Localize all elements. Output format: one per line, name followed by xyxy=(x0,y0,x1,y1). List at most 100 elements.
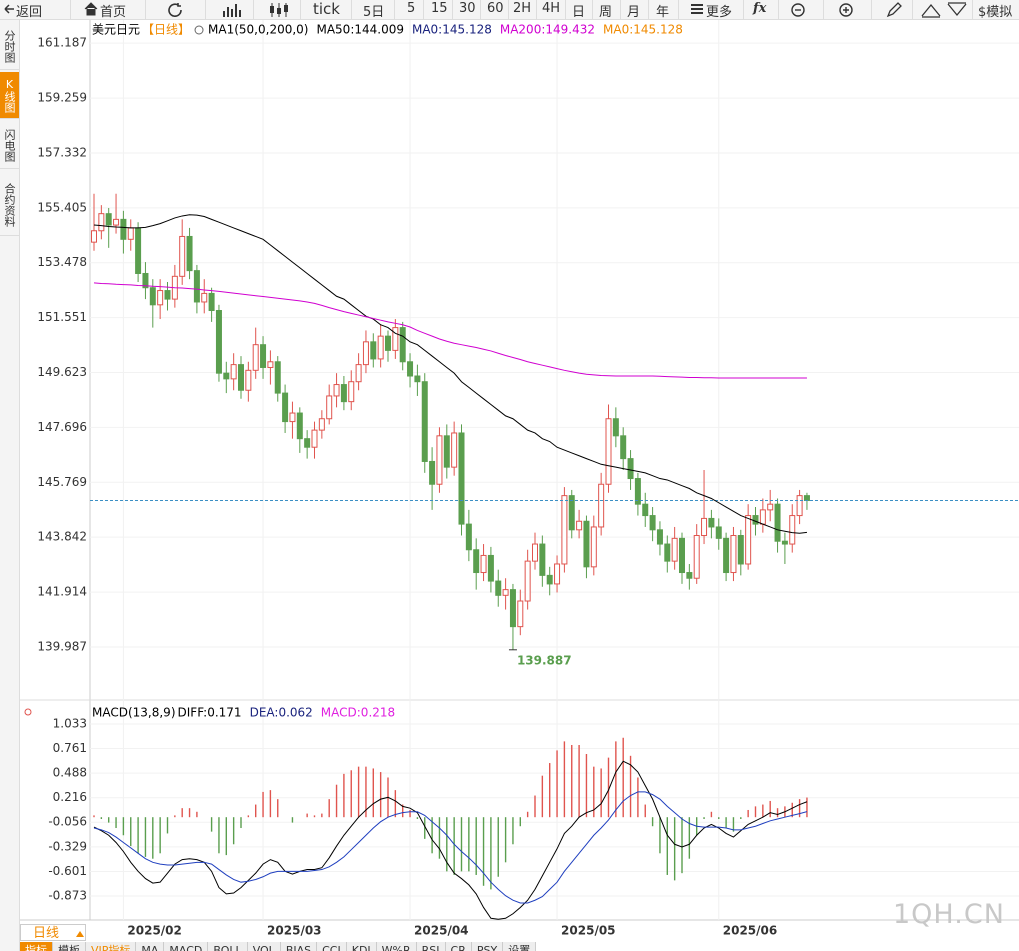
candle-body xyxy=(656,529,663,545)
bottom-tab[interactable]: CCI xyxy=(317,942,347,951)
candle-body xyxy=(693,535,700,579)
candle-body xyxy=(333,384,340,397)
simulate-button[interactable]: $模拟 xyxy=(978,5,1013,20)
home-button[interactable]: 首页 xyxy=(100,5,127,20)
y-tick-label: 149.623 xyxy=(37,365,87,379)
bar-chart-icon[interactable] xyxy=(222,2,242,18)
chart-title: MACD(13,8,9) xyxy=(92,706,176,720)
period-button[interactable]: 5 xyxy=(407,1,416,16)
y-tick-label: 153.478 xyxy=(37,255,87,269)
candle-body xyxy=(164,290,171,300)
chart-title: 美元日元 xyxy=(92,23,140,37)
y-tick-label: 155.405 xyxy=(37,200,87,214)
zoom-in-icon[interactable] xyxy=(838,2,856,18)
bottom-tab[interactable]: BIAS xyxy=(280,942,318,951)
candle-body xyxy=(304,438,311,448)
refresh-icon[interactable] xyxy=(167,2,185,18)
candle-body xyxy=(179,235,186,277)
setting-icon xyxy=(194,25,204,35)
y-tick-label: -0.601 xyxy=(48,864,87,878)
period-button[interactable]: 月 xyxy=(627,5,641,20)
fx-button[interactable]: fx xyxy=(753,1,767,16)
bottom-tab[interactable]: VOL xyxy=(247,942,281,951)
candle-body xyxy=(443,435,450,468)
period-button[interactable]: 60 xyxy=(487,1,504,16)
candle-body xyxy=(583,520,590,568)
legend-entry: MA1(50,0,200,0) xyxy=(208,23,308,37)
bottom-tab[interactable]: 设置 xyxy=(503,942,537,951)
candle-body xyxy=(451,432,458,468)
period-button[interactable]: 30 xyxy=(459,1,476,16)
candle-body xyxy=(414,375,421,383)
tick-button[interactable]: tick xyxy=(313,0,340,18)
candle-body xyxy=(377,335,384,360)
candle-body xyxy=(517,600,524,628)
period-button[interactable]: 2H xyxy=(513,1,532,16)
y-tick-label: 141.914 xyxy=(37,585,87,599)
candle-body xyxy=(201,292,208,303)
period-button[interactable]: 15 xyxy=(431,1,448,16)
candle-body xyxy=(113,218,120,226)
low-label: 139.887 xyxy=(517,653,572,667)
bottom-tab[interactable]: BOLL xyxy=(208,942,248,951)
period-button[interactable]: 周 xyxy=(599,5,613,20)
menu-icon xyxy=(691,4,703,14)
candle-body xyxy=(723,537,730,574)
candle-body xyxy=(532,543,538,562)
down-icon[interactable] xyxy=(946,2,968,18)
candle-body xyxy=(576,520,583,531)
candle-body xyxy=(355,364,362,383)
candle-body xyxy=(473,549,480,574)
bottom-tab[interactable]: RSI xyxy=(416,942,446,951)
side-tab[interactable]: K线图 xyxy=(0,72,19,119)
candle-body xyxy=(245,369,252,391)
bottom-tab[interactable]: 模板 xyxy=(53,942,86,951)
side-tab[interactable]: 分时图 xyxy=(0,24,19,70)
bottom-tab[interactable]: 指标 xyxy=(20,942,53,951)
candle-icon[interactable] xyxy=(268,2,290,18)
chart-period: 【日线】 xyxy=(142,23,190,37)
period-button[interactable]: 年 xyxy=(656,5,670,20)
bottom-tab[interactable]: KDJ xyxy=(346,942,377,951)
candle-body xyxy=(230,364,237,380)
period-button[interactable]: 4H xyxy=(542,1,561,16)
candle-body xyxy=(509,589,516,628)
candle-body xyxy=(340,384,347,403)
period-arrow xyxy=(76,931,84,937)
period-tab[interactable]: 日线 xyxy=(20,924,86,941)
bottom-tab[interactable]: CR xyxy=(445,942,472,951)
period-text: 日线 xyxy=(33,926,60,941)
candle-body xyxy=(480,554,487,574)
candle-body xyxy=(634,478,641,505)
side-tab[interactable]: 合约资料 xyxy=(0,175,19,236)
legend-entry: DIFF:0.171 xyxy=(178,706,242,720)
bottom-tab[interactable]: MACD xyxy=(164,942,209,951)
candle-body xyxy=(370,341,377,360)
y-tick-label: 143.842 xyxy=(37,530,87,544)
x-tick-label: 2025/06 xyxy=(723,924,777,938)
side-tab[interactable]: 闪电图 xyxy=(0,122,19,169)
candle-body xyxy=(568,495,575,531)
x-tick-label: 2025/02 xyxy=(127,924,181,938)
bottom-tab[interactable]: W%R xyxy=(376,942,417,951)
up-icon[interactable] xyxy=(920,2,942,18)
more-button[interactable]: 更多 xyxy=(706,5,733,20)
bottom-tab[interactable]: PSY xyxy=(471,942,504,951)
zoom-out-icon[interactable] xyxy=(790,2,808,18)
candle-body xyxy=(436,435,443,485)
pen-icon[interactable] xyxy=(886,2,902,18)
candle-body xyxy=(620,435,627,460)
candle-body xyxy=(421,381,428,462)
bottom-tab[interactable]: MA xyxy=(136,942,165,951)
period-button[interactable]: 日 xyxy=(572,5,586,20)
legend-entry: DEA:0.062 xyxy=(250,706,313,720)
candle-body xyxy=(781,540,788,545)
candle-body xyxy=(796,495,803,517)
candle-body xyxy=(759,509,766,525)
y-tick-label: 151.551 xyxy=(37,310,87,324)
back-button[interactable]: 返回 xyxy=(16,5,43,20)
series-line xyxy=(93,282,807,379)
bottom-tab[interactable]: VIP指标 xyxy=(86,942,137,951)
period-button[interactable]: 5日 xyxy=(363,5,385,20)
